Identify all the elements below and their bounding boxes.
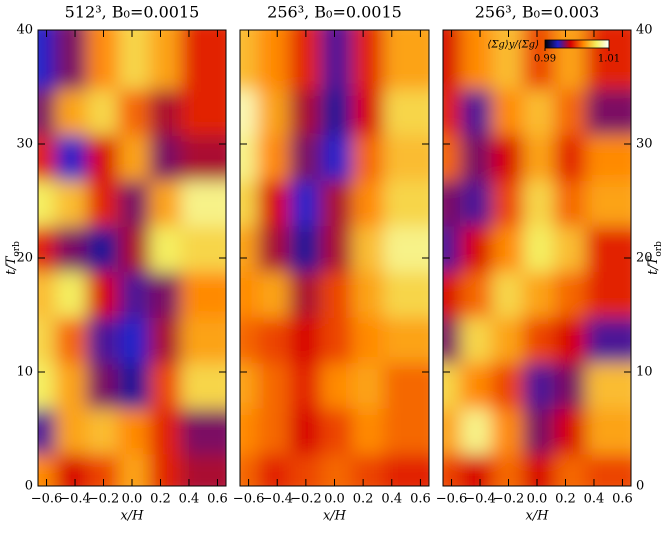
x-tick-label: 0.0	[324, 492, 345, 507]
colorbar-tick-label: 1.01	[598, 54, 620, 65]
x-tick-label: −0.2	[290, 492, 322, 507]
x-tick-label: −0.6	[31, 492, 63, 507]
x-tick-label: 0.6	[612, 492, 633, 507]
y-axis-label: t/Torb	[646, 241, 664, 275]
x-axis-label: x/H	[120, 509, 144, 524]
x-tick-label: 0.6	[207, 492, 228, 507]
y-tick-label: 0	[636, 479, 644, 494]
y-tick-label: 20	[16, 251, 33, 266]
heatmap	[38, 30, 226, 486]
x-tick-label: −0.2	[493, 492, 525, 507]
panel-title: 512³, B₀=0.0015	[65, 3, 200, 22]
y-tick-label: 40	[16, 23, 33, 38]
x-tick-label: 0.2	[150, 492, 171, 507]
x-tick-label: 0.0	[122, 492, 143, 507]
colorbar-tick-label: 0.99	[534, 54, 556, 65]
y-axis-label-sub: orb	[654, 241, 664, 257]
x-tick-label: 0.4	[584, 492, 605, 507]
x-tick-label: 0.2	[353, 492, 374, 507]
y-tick-label: 30	[16, 137, 33, 152]
x-tick-label: −0.6	[233, 492, 265, 507]
x-tick-label: 0.4	[179, 492, 200, 507]
x-tick-label: −0.4	[59, 492, 91, 507]
heatmap-cells	[38, 30, 226, 486]
y-tick-label: 40	[636, 23, 653, 38]
y-tick-label: 20	[636, 251, 653, 266]
x-axis-label: x/H	[525, 509, 549, 524]
colorbar	[544, 39, 610, 49]
x-tick-label: −0.6	[436, 492, 468, 507]
y-tick-label: 10	[636, 365, 653, 380]
x-tick-label: 0.0	[527, 492, 548, 507]
x-axis-label: x/H	[323, 509, 347, 524]
panel-title: 256³, B₀=0.0015	[267, 3, 402, 22]
heatmap-cell	[180, 30, 226, 90]
y-axis-label-main: t/T	[646, 255, 661, 275]
x-tick-label: −0.2	[88, 492, 120, 507]
heatmap-cells	[240, 30, 429, 486]
x-tick-label: 0.2	[555, 492, 576, 507]
y-axis-label: t/Torb	[4, 241, 22, 275]
y-axis-label-sub: orb	[12, 241, 22, 257]
heatmap	[240, 30, 429, 486]
y-tick-label: 0	[25, 479, 33, 494]
panel-title: 256³, B₀=0.003	[475, 3, 600, 22]
heatmap-cells	[443, 30, 631, 486]
x-tick-label: −0.4	[261, 492, 293, 507]
x-tick-label: 0.6	[410, 492, 431, 507]
x-tick-label: −0.4	[464, 492, 496, 507]
y-tick-label: 10	[16, 365, 33, 380]
y-tick-label: 30	[636, 137, 653, 152]
x-tick-label: 0.4	[381, 492, 402, 507]
heatmap-cell	[383, 30, 429, 90]
y-axis-label-main: t/T	[4, 255, 19, 275]
heatmap	[443, 30, 631, 486]
colorbar-label: ⟨Σg⟩y/⟨Σg⟩	[487, 40, 539, 51]
